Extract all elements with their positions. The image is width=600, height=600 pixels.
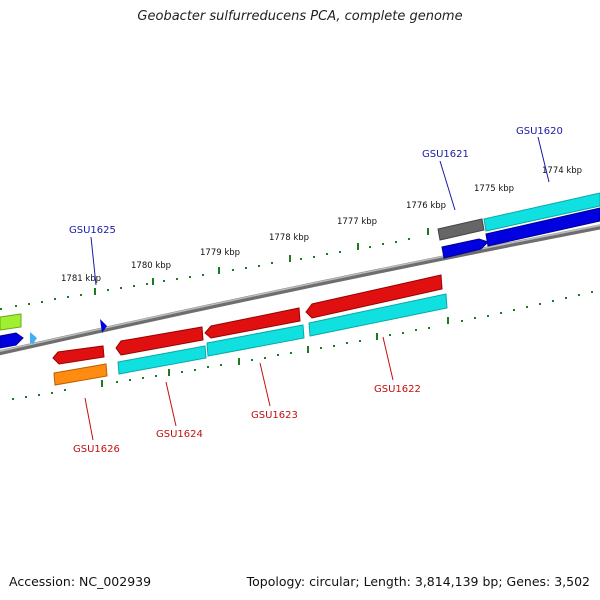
gene-feature[interactable]	[206, 324, 305, 357]
gene-label[interactable]: GSU1626	[73, 444, 120, 455]
gene-label[interactable]: GSU1624	[156, 429, 203, 440]
scale-label: 1774 kbp	[542, 166, 582, 176]
scale-label: 1776 kbp	[406, 201, 446, 211]
gene-feature[interactable]	[0, 332, 24, 349]
scale-label: 1781 kbp	[61, 274, 101, 284]
genome-summary-text: Topology: circular; Length: 3,814,139 bp…	[246, 574, 590, 589]
gene-feature[interactable]	[115, 326, 204, 356]
gene-feature[interactable]	[117, 345, 207, 375]
map-title: Geobacter sulfurreducens PCA, complete g…	[137, 9, 463, 24]
gene-feature[interactable]	[52, 345, 105, 365]
gene-feature[interactable]	[0, 313, 22, 331]
scale-label: 1780 kbp	[131, 261, 171, 271]
gene-feature[interactable]	[305, 274, 443, 319]
gene-feature[interactable]	[437, 218, 485, 241]
gene-feature[interactable]	[483, 192, 600, 232]
scale-labels: 1781 kbp 1780 kbp 1779 kbp 1778 kbp 1777…	[61, 166, 582, 284]
gene-feature[interactable]	[308, 293, 448, 337]
gene-label[interactable]: GSU1623	[251, 410, 298, 421]
accession-text: Accession: NC_002939	[9, 574, 152, 589]
scale-label: 1775 kbp	[474, 184, 514, 194]
inner-tick-track	[12, 291, 593, 400]
gene-label[interactable]: GSU1621	[422, 149, 469, 160]
gene-feature[interactable]	[204, 307, 301, 339]
gene-label[interactable]: GSU1620	[516, 126, 563, 137]
gene-feature[interactable]	[100, 319, 107, 333]
gene-feature[interactable]	[441, 238, 489, 259]
gene-feature[interactable]	[485, 207, 600, 247]
genome-backbone	[0, 224, 600, 356]
gene-feature[interactable]	[30, 332, 37, 344]
label-leader-lines	[84, 136, 550, 441]
gene-labels: GSU1625 GSU1621 GSU1620 GSU1626 GSU1624 …	[69, 126, 563, 455]
scale-label: 1777 kbp	[337, 217, 377, 227]
gene-label[interactable]: GSU1622	[374, 384, 421, 395]
gene-feature[interactable]	[53, 363, 108, 386]
forward-strand-features	[0, 192, 600, 349]
reverse-strand-features	[52, 274, 448, 386]
gene-label[interactable]: GSU1625	[69, 225, 116, 236]
scale-label: 1779 kbp	[200, 248, 240, 258]
scale-label: 1778 kbp	[269, 233, 309, 243]
genome-backbone-highlight	[0, 224, 600, 353]
